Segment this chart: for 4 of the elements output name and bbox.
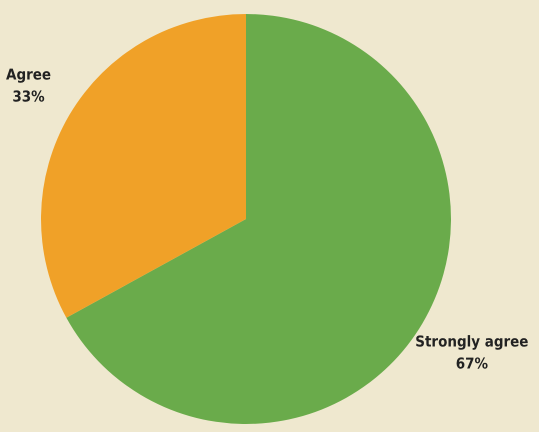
slice-label: Strongly agree — [415, 332, 528, 350]
data-label: 67% — [456, 354, 488, 372]
data-label: 33% — [12, 87, 46, 106]
slice-label: Agree — [6, 65, 52, 84]
